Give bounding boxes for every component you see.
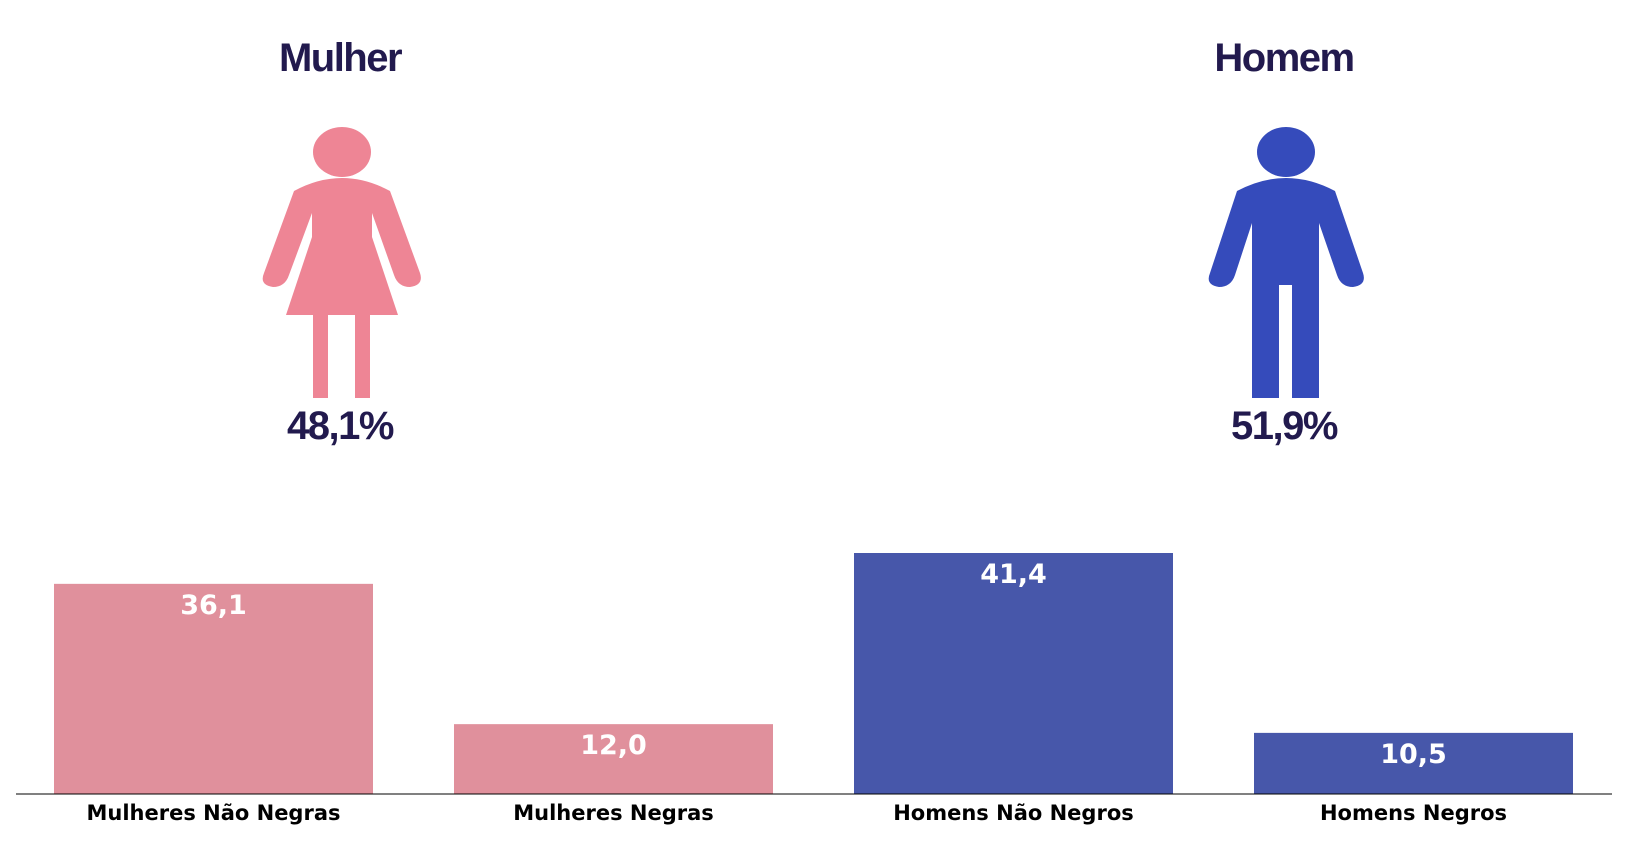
panel-title-mulher: Mulher	[278, 36, 403, 80]
x-tick-label-1: Mulheres Não Negras	[86, 801, 340, 825]
x-tick-label-3: Homens Não Negros	[893, 801, 1134, 825]
panel-percent-homem: 51,9%	[1231, 404, 1338, 448]
bar-4	[1254, 732, 1573, 794]
bar-1	[54, 583, 373, 794]
bar-value-label-4: 10,5	[1380, 739, 1447, 770]
man-icon	[1203, 125, 1368, 414]
panel-title-homem: Homem	[1214, 36, 1355, 80]
bar-value-label-2: 12,0	[580, 730, 647, 761]
panel-percent-mulher: 48,1%	[287, 404, 394, 448]
bar-2	[454, 724, 773, 794]
bar-3	[854, 553, 1173, 794]
bar-value-label-3: 41,4	[980, 559, 1047, 590]
bar-value-label-1: 36,1	[180, 590, 247, 621]
x-tick-label-4: Homens Negros	[1320, 801, 1507, 825]
x-tick-label-2: Mulheres Negras	[513, 801, 714, 825]
woman-icon	[258, 125, 423, 414]
